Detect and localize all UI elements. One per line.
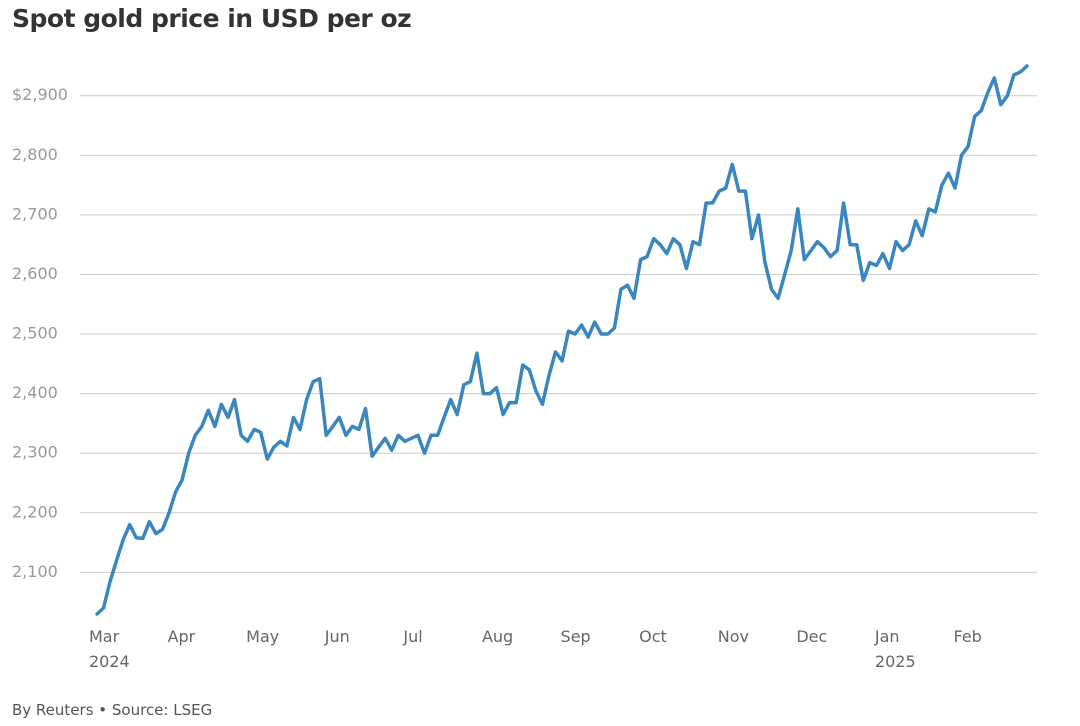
- x-tick-label: May: [246, 627, 280, 646]
- y-tick-label: 2,700: [12, 204, 58, 223]
- x-tick-label: Jan 2025: [874, 627, 916, 671]
- y-tick-label: 2,300: [12, 443, 58, 462]
- x-tick-label: Feb: [953, 627, 982, 646]
- y-tick-label: 2,200: [12, 502, 58, 521]
- x-tick-label: Apr: [167, 627, 196, 646]
- x-tick-label: Oct: [639, 627, 667, 646]
- price-line: [95, 64, 1029, 616]
- chart-title: Spot gold price in USD per oz: [12, 4, 412, 33]
- x-tick-label: Nov: [717, 627, 749, 646]
- x-tick-label: Aug: [481, 627, 514, 646]
- source-note: By Reuters • Source: LSEG: [12, 701, 213, 719]
- x-tick-label: Jul: [403, 627, 423, 646]
- x-tick-label: Mar 2024: [89, 627, 130, 671]
- y-tick-label: 2,600: [12, 264, 58, 283]
- x-tick-label: Sep: [560, 627, 591, 646]
- y-tick-label: 2,400: [12, 383, 58, 402]
- x-tick-label: Dec: [796, 627, 828, 646]
- y-tick-label: 2,800: [12, 145, 58, 164]
- y-tick-label: 2,500: [12, 324, 58, 343]
- y-tick-label: 2,100: [12, 562, 58, 581]
- y-tick-label: $2,900: [12, 85, 68, 104]
- x-tick-label: Jun: [324, 627, 350, 646]
